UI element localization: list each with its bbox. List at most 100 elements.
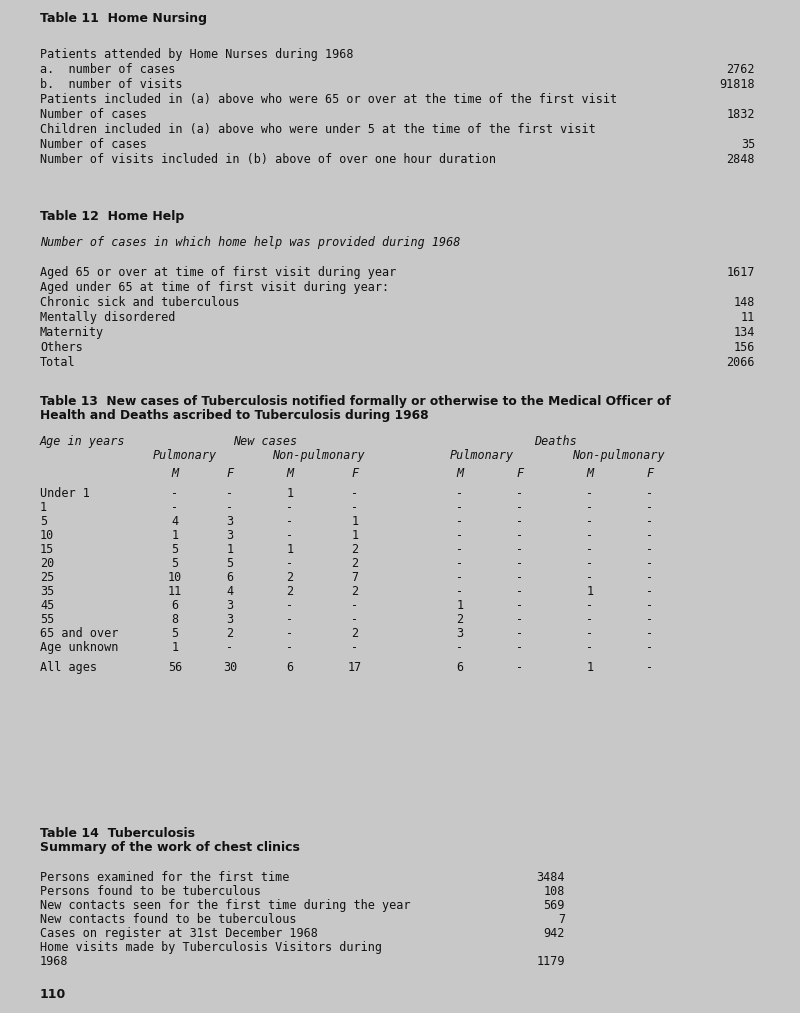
Text: -: -: [286, 613, 294, 626]
Text: New contacts found to be tuberculous: New contacts found to be tuberculous: [40, 913, 297, 926]
Text: -: -: [286, 627, 294, 640]
Text: -: -: [351, 641, 358, 654]
Text: 2: 2: [226, 627, 234, 640]
Text: Health and Deaths ascribed to Tuberculosis during 1968: Health and Deaths ascribed to Tuberculos…: [40, 409, 429, 422]
Text: 3: 3: [457, 627, 463, 640]
Text: 6: 6: [286, 661, 294, 674]
Text: -: -: [586, 627, 594, 640]
Text: 2: 2: [351, 627, 358, 640]
Text: Non-pulmonary: Non-pulmonary: [572, 449, 664, 462]
Text: F: F: [646, 467, 654, 480]
Text: -: -: [286, 529, 294, 542]
Text: -: -: [226, 501, 234, 514]
Text: 1: 1: [351, 529, 358, 542]
Text: 1: 1: [226, 543, 234, 556]
Text: M: M: [586, 467, 594, 480]
Text: Pulmonary: Pulmonary: [153, 449, 217, 462]
Text: 1968: 1968: [40, 955, 69, 968]
Text: Under 1: Under 1: [40, 487, 90, 500]
Text: 25: 25: [40, 571, 54, 585]
Text: 55: 55: [40, 613, 54, 626]
Text: -: -: [586, 543, 594, 556]
Text: 1: 1: [40, 501, 47, 514]
Text: -: -: [517, 543, 523, 556]
Text: 45: 45: [40, 599, 54, 612]
Text: Number of cases: Number of cases: [40, 138, 147, 151]
Text: 1: 1: [286, 543, 294, 556]
Text: 1: 1: [171, 529, 178, 542]
Text: 2: 2: [286, 571, 294, 585]
Text: -: -: [646, 641, 654, 654]
Text: -: -: [226, 487, 234, 500]
Text: -: -: [586, 515, 594, 528]
Text: Pulmonary: Pulmonary: [450, 449, 514, 462]
Text: 5: 5: [171, 627, 178, 640]
Text: 2762: 2762: [726, 63, 755, 76]
Text: F: F: [517, 467, 523, 480]
Text: Home visits made by Tuberculosis Visitors during: Home visits made by Tuberculosis Visitor…: [40, 941, 382, 954]
Text: -: -: [171, 487, 178, 500]
Text: Number of cases in which home help was provided during 1968: Number of cases in which home help was p…: [40, 236, 460, 249]
Text: -: -: [586, 487, 594, 500]
Text: Maternity: Maternity: [40, 326, 104, 339]
Text: 2: 2: [351, 543, 358, 556]
Text: Aged under 65 at time of first visit during year:: Aged under 65 at time of first visit dur…: [40, 281, 389, 294]
Text: Number of visits included in (b) above of over one hour duration: Number of visits included in (b) above o…: [40, 153, 496, 166]
Text: -: -: [646, 613, 654, 626]
Text: -: -: [457, 487, 463, 500]
Text: -: -: [457, 543, 463, 556]
Text: 1617: 1617: [726, 266, 755, 279]
Text: -: -: [517, 501, 523, 514]
Text: Persons found to be tuberculous: Persons found to be tuberculous: [40, 885, 261, 898]
Text: 2: 2: [351, 557, 358, 570]
Text: -: -: [226, 641, 234, 654]
Text: -: -: [646, 585, 654, 598]
Text: -: -: [646, 543, 654, 556]
Text: -: -: [586, 557, 594, 570]
Text: Number of cases: Number of cases: [40, 108, 147, 121]
Text: -: -: [517, 557, 523, 570]
Text: Summary of the work of chest clinics: Summary of the work of chest clinics: [40, 841, 300, 854]
Text: 3: 3: [226, 529, 234, 542]
Text: 20: 20: [40, 557, 54, 570]
Text: -: -: [586, 571, 594, 585]
Text: Chronic sick and tuberculous: Chronic sick and tuberculous: [40, 296, 239, 309]
Text: 1179: 1179: [537, 955, 565, 968]
Text: -: -: [457, 641, 463, 654]
Text: a.  number of cases: a. number of cases: [40, 63, 175, 76]
Text: 3: 3: [226, 599, 234, 612]
Text: -: -: [286, 501, 294, 514]
Text: -: -: [517, 487, 523, 500]
Text: Age in years: Age in years: [40, 435, 126, 448]
Text: Table 14  Tuberculosis: Table 14 Tuberculosis: [40, 827, 195, 840]
Text: Others: Others: [40, 341, 82, 354]
Text: 5: 5: [171, 543, 178, 556]
Text: 134: 134: [734, 326, 755, 339]
Text: -: -: [517, 529, 523, 542]
Text: -: -: [457, 515, 463, 528]
Text: -: -: [517, 585, 523, 598]
Text: -: -: [286, 599, 294, 612]
Text: Deaths: Deaths: [534, 435, 576, 448]
Text: F: F: [226, 467, 234, 480]
Text: -: -: [457, 557, 463, 570]
Text: F: F: [351, 467, 358, 480]
Text: 1: 1: [286, 487, 294, 500]
Text: 7: 7: [558, 913, 565, 926]
Text: -: -: [646, 529, 654, 542]
Text: -: -: [351, 501, 358, 514]
Text: 1: 1: [586, 661, 594, 674]
Text: 56: 56: [168, 661, 182, 674]
Text: Non-pulmonary: Non-pulmonary: [272, 449, 364, 462]
Text: Age unknown: Age unknown: [40, 641, 118, 654]
Text: All ages: All ages: [40, 661, 97, 674]
Text: 3484: 3484: [537, 871, 565, 884]
Text: 35: 35: [40, 585, 54, 598]
Text: -: -: [457, 529, 463, 542]
Text: M: M: [457, 467, 463, 480]
Text: 108: 108: [544, 885, 565, 898]
Text: 2848: 2848: [726, 153, 755, 166]
Text: 1: 1: [586, 585, 594, 598]
Text: 65 and over: 65 and over: [40, 627, 118, 640]
Text: -: -: [586, 641, 594, 654]
